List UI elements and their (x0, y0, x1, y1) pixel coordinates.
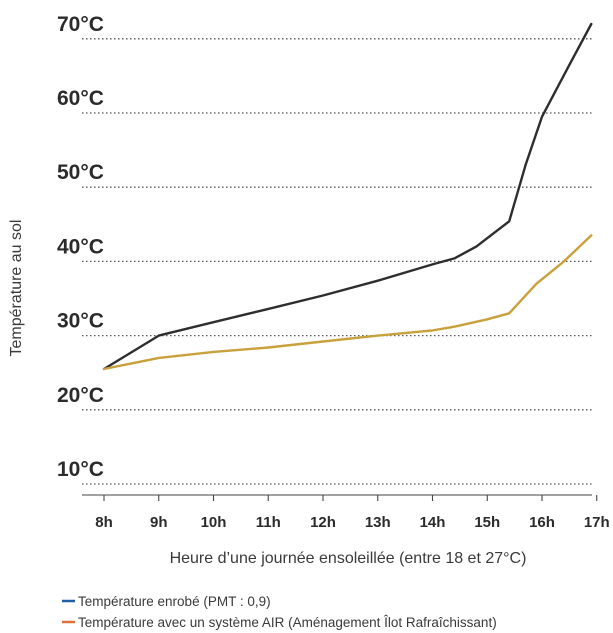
x-tick-label: 15h (474, 514, 500, 531)
y-tick-label: 30°C (57, 310, 104, 333)
x-tick-label: 11h (256, 514, 281, 531)
series-line-enrobe (102, 22, 593, 371)
legend-item-enrobe: Température enrobé (PMT : 0,9) (62, 594, 271, 609)
x-tick-label: 16h (529, 514, 555, 531)
x-tick-label: 9h (150, 514, 168, 531)
y-tick-label: 70°C (57, 13, 104, 36)
legend: Température enrobé (PMT : 0,9) Températu… (62, 594, 497, 630)
y-tick-label: 40°C (57, 235, 104, 258)
legend-label-enrobe: Température enrobé (PMT : 0,9) (78, 594, 271, 609)
series-line-air (102, 234, 593, 371)
x-tick-label: 17h (584, 514, 610, 531)
gridlines (82, 38, 592, 485)
series-lines (102, 22, 593, 371)
legend-label-air: Température avec un système AIR (Aménage… (78, 615, 497, 630)
y-tick-label: 60°C (57, 87, 104, 110)
y-tick-labels: 10°C 20°C 30°C 40°C 50°C 60°C 70°C (57, 13, 104, 481)
x-tick-label: 8h (95, 514, 113, 531)
x-axis (82, 494, 598, 501)
x-tick-labels: 8h 9h 10h 11h 12h 13h 14h 15h 16h 17h (95, 514, 609, 531)
y-axis-title: Température au sol (8, 220, 25, 357)
x-tick-label: 12h (310, 514, 336, 531)
y-tick-label: 50°C (57, 161, 104, 184)
y-tick-label: 10°C (57, 458, 104, 481)
legend-item-air: Température avec un système AIR (Aménage… (62, 615, 497, 630)
x-axis-title: Heure d’une journée ensoleillée (entre 1… (170, 550, 527, 567)
x-tick-label: 10h (201, 514, 227, 531)
x-tick-label: 13h (365, 514, 391, 531)
x-tick-label: 14h (420, 514, 446, 531)
y-tick-label: 20°C (57, 384, 104, 407)
